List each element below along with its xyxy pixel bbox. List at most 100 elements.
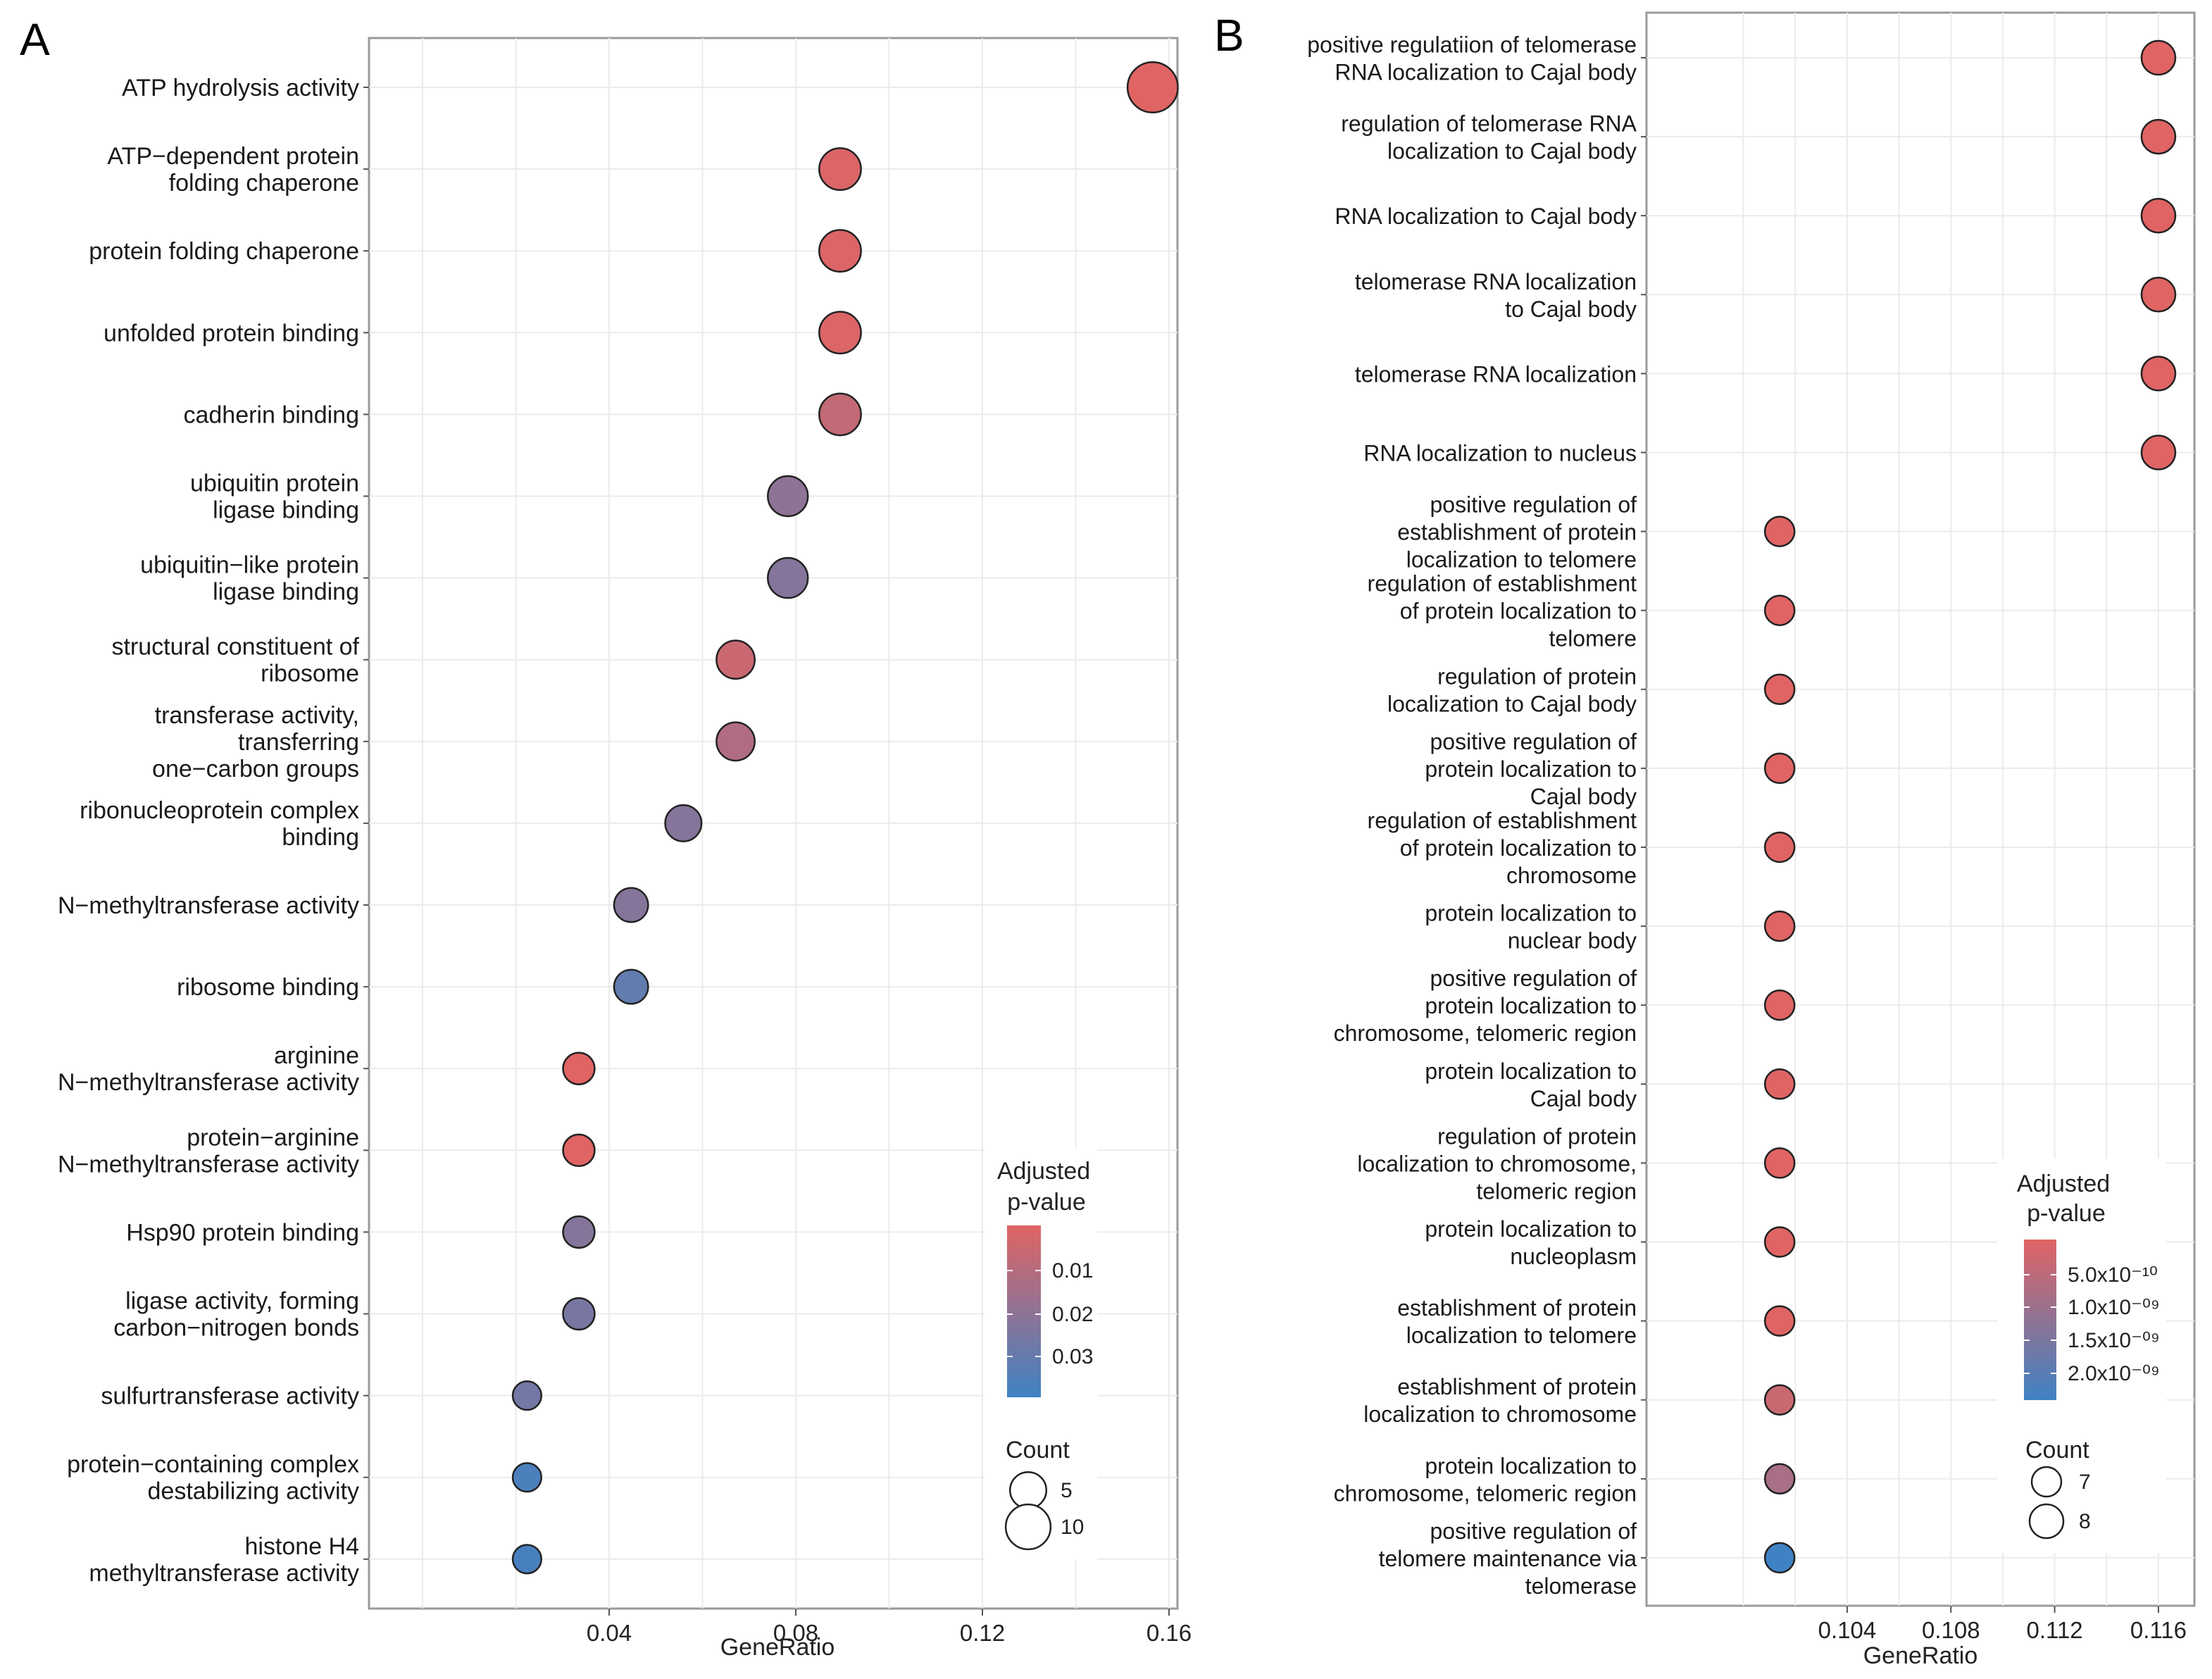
data-point bbox=[511, 1380, 542, 1411]
x-tick-label: 0.108 bbox=[1922, 1617, 1980, 1643]
x-tick-label: 0.116 bbox=[2130, 1617, 2187, 1643]
data-point bbox=[562, 1133, 596, 1167]
term-label: localization to telomere bbox=[1406, 1323, 1637, 1348]
term-label: chromosome bbox=[1506, 863, 1637, 888]
data-point bbox=[767, 475, 809, 518]
size-legend-circle bbox=[1008, 1471, 1048, 1510]
term-label: arginine bbox=[274, 1042, 359, 1069]
term-label: ligase binding bbox=[213, 579, 359, 606]
term-label: protein−containing complex bbox=[67, 1452, 359, 1478]
term-label: RNA localization to Cajal body bbox=[1335, 204, 1637, 229]
term-label: ATP hydrolysis activity bbox=[122, 75, 359, 101]
data-point bbox=[613, 887, 649, 923]
term-label: transferring bbox=[238, 729, 359, 756]
data-point bbox=[818, 311, 862, 355]
term-label: protein localization to bbox=[1425, 993, 1637, 1018]
size-legend-circle bbox=[1004, 1503, 1052, 1551]
panel-b-x-ticks: 0.104 0.108 0.112 0.116 bbox=[1818, 1606, 2187, 1643]
term-label: positive regulatiion of telomerase bbox=[1307, 32, 1637, 58]
term-label: protein localization to bbox=[1425, 901, 1637, 926]
term-label: one−carbon groups bbox=[152, 756, 359, 782]
term-label: regulation of protein bbox=[1437, 1123, 1637, 1149]
panel-a-size-legend: 5 10 bbox=[1004, 1471, 1084, 1551]
data-point bbox=[1763, 752, 1796, 785]
data-point bbox=[716, 639, 756, 680]
data-point bbox=[1763, 831, 1796, 863]
panel-b-grid bbox=[1646, 13, 2194, 1606]
term-label: ribosome bbox=[261, 661, 359, 687]
term-label: positive regulation of bbox=[1430, 492, 1637, 518]
x-tick-label: 0.112 bbox=[2027, 1617, 2083, 1643]
term-label: establishment of protein bbox=[1397, 1374, 1637, 1399]
term-label: destabilizing activity bbox=[148, 1478, 359, 1505]
size-legend-label: 8 bbox=[2079, 1510, 2091, 1533]
size-legend-label: 7 bbox=[2079, 1471, 2091, 1494]
term-label: positive regulation of bbox=[1430, 1518, 1637, 1544]
panel-a-x-ticks: 0.04 0.08 0.12 0.16 bbox=[587, 1609, 1192, 1646]
term-label: ribonucleoprotein complex bbox=[80, 797, 359, 824]
color-tick-label: 5.0x10⁻¹⁰ bbox=[2068, 1263, 2158, 1287]
size-legend-circle bbox=[2028, 1503, 2065, 1540]
data-point bbox=[613, 968, 649, 1005]
term-label: positive regulation of bbox=[1430, 966, 1637, 991]
panel-a-grid bbox=[369, 38, 1177, 1609]
x-tick-label: 0.104 bbox=[1818, 1617, 1877, 1643]
data-point bbox=[818, 229, 862, 273]
data-point bbox=[1763, 1147, 1796, 1179]
data-point bbox=[1763, 673, 1796, 706]
term-label: nuclear body bbox=[1508, 928, 1637, 954]
x-tick-label: 0.04 bbox=[587, 1620, 632, 1646]
term-label: telomerase RNA localization bbox=[1355, 269, 1637, 294]
term-label: protein localization to bbox=[1425, 756, 1637, 782]
data-point bbox=[2140, 39, 2177, 76]
term-label: Hsp90 protein binding bbox=[126, 1219, 359, 1246]
term-label: localization to chromosome bbox=[1363, 1402, 1637, 1427]
data-point bbox=[1763, 910, 1796, 942]
term-label: ligase activity, forming bbox=[125, 1288, 359, 1315]
data-point bbox=[562, 1051, 596, 1085]
term-label: protein localization to bbox=[1425, 1453, 1637, 1478]
panel-a-color-legend-title-line1: Adjusted bbox=[997, 1158, 1090, 1185]
term-label: establishment of protein bbox=[1397, 520, 1637, 545]
data-point bbox=[2140, 356, 2177, 392]
color-tick-label: 1.5x10⁻⁰⁹ bbox=[2068, 1329, 2160, 1352]
panel-a-chart: ATP hydrolysis activity ATP−dependent pro… bbox=[58, 37, 1192, 1661]
term-label: telomere maintenance via bbox=[1379, 1546, 1637, 1571]
term-label: localization to telomere bbox=[1406, 547, 1637, 573]
term-label: protein localization to bbox=[1425, 1059, 1637, 1084]
term-label: of protein localization to bbox=[1400, 835, 1637, 861]
panel-a-color-bar bbox=[1007, 1225, 1041, 1397]
data-point bbox=[511, 1544, 542, 1575]
size-legend-label: 10 bbox=[1061, 1516, 1084, 1539]
data-point bbox=[767, 556, 809, 599]
data-point bbox=[1763, 516, 1796, 547]
panel-a-color-legend-title-line2: p-value bbox=[1007, 1189, 1086, 1216]
term-label: regulation of telomerase RNA bbox=[1341, 111, 1637, 137]
data-point bbox=[562, 1297, 596, 1331]
term-label: localization to Cajal body bbox=[1387, 139, 1637, 164]
panel-b-color-ticks: 5.0x10⁻¹⁰ 1.0x10⁻⁰⁹ 1.5x10⁻⁰⁹ 2.0x10⁻⁰⁹ bbox=[2024, 1263, 2160, 1385]
term-label: regulation of protein bbox=[1437, 663, 1637, 689]
term-label: Cajal body bbox=[1530, 784, 1637, 809]
term-label: telomerase RNA localization bbox=[1355, 361, 1637, 387]
data-point bbox=[1763, 594, 1796, 626]
panel-b-legend: Adjusted p-value 5.0x10⁻¹⁰ 1.0x10⁻⁰⁹ 1.5x1… bbox=[1997, 1159, 2166, 1553]
term-label: Cajal body bbox=[1530, 1086, 1637, 1111]
color-tick-label: 0.03 bbox=[1052, 1345, 1093, 1368]
data-point bbox=[1763, 989, 1796, 1021]
data-point bbox=[2140, 118, 2177, 155]
color-tick-label: 0.02 bbox=[1052, 1303, 1093, 1326]
data-point bbox=[818, 392, 862, 437]
term-label: telomeric region bbox=[1476, 1178, 1637, 1204]
data-point bbox=[562, 1215, 596, 1249]
data-point bbox=[2140, 197, 2177, 234]
data-point bbox=[1763, 1542, 1796, 1574]
term-label: chromosome, telomeric region bbox=[1334, 1480, 1637, 1506]
panel-b-size-legend: 78 bbox=[2028, 1466, 2091, 1540]
term-label: N−methyltransferase activity bbox=[58, 1151, 359, 1178]
x-tick-label: 0.08 bbox=[773, 1620, 818, 1646]
panel-b-color-legend-title-line2: p-value bbox=[2027, 1200, 2106, 1227]
term-label: unfolded protein binding bbox=[104, 320, 359, 347]
term-label: telomerase bbox=[1525, 1573, 1637, 1599]
